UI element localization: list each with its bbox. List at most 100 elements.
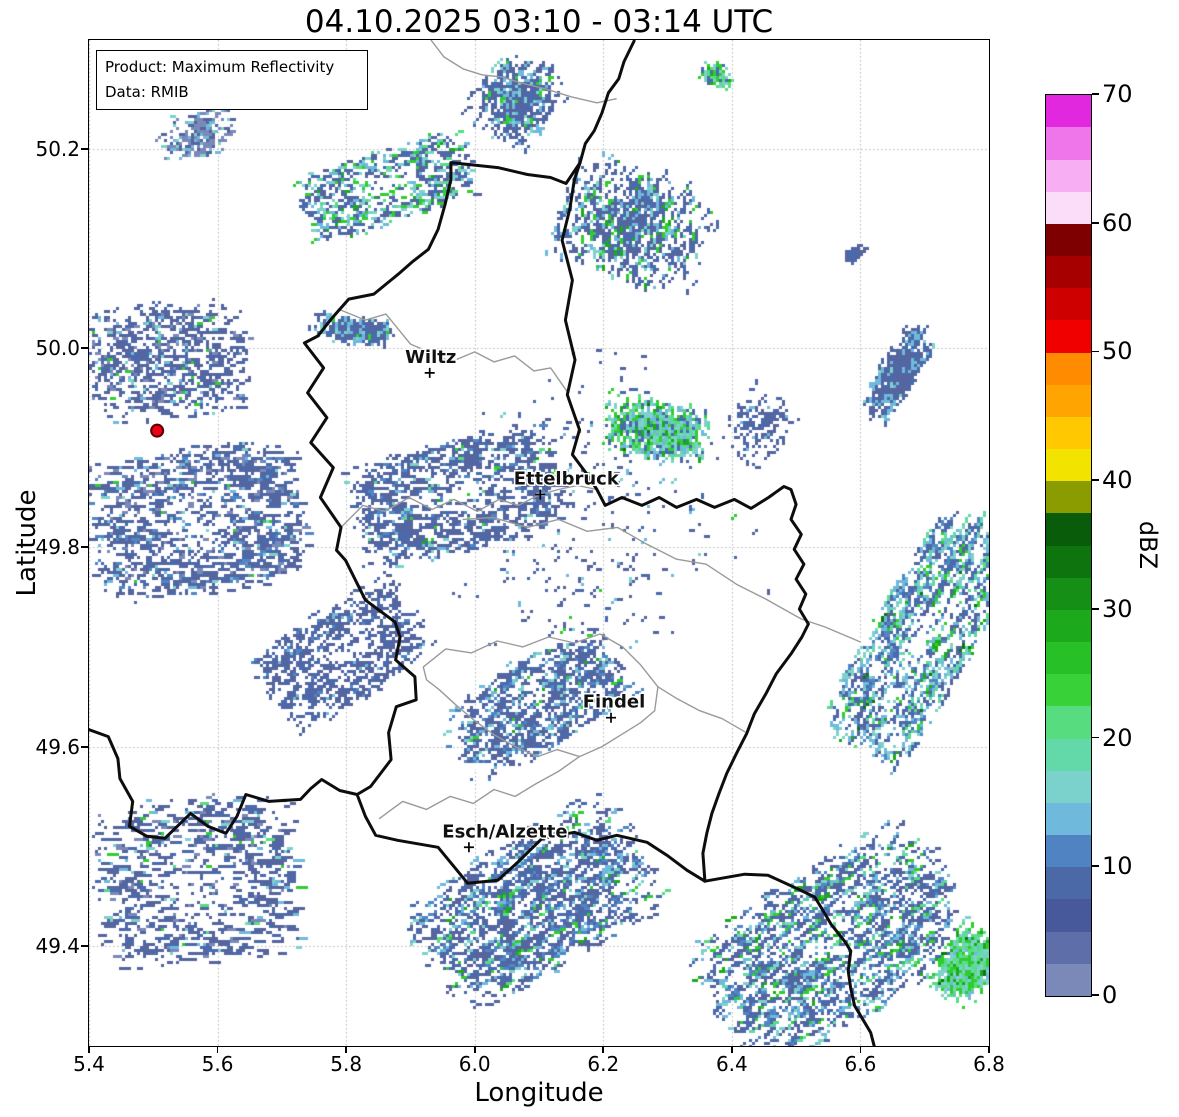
- national-border: [578, 40, 636, 165]
- colorbar-segment: [1046, 223, 1091, 257]
- x-tick-mark: [730, 1046, 733, 1053]
- colorbar-tick-mark: [1092, 994, 1099, 996]
- x-tick-label: 6.4: [715, 1052, 748, 1076]
- colorbar-tick-label: 20: [1102, 723, 1133, 752]
- colorbar-tick-mark: [1092, 736, 1099, 739]
- colorbar-segment: [1046, 545, 1091, 578]
- y-tick-label: 49.6: [35, 734, 80, 759]
- x-tick-label: 6.8: [973, 1052, 1005, 1076]
- y-tick-label: 50.2: [35, 136, 80, 161]
- colorbar-segment: [1046, 706, 1091, 739]
- colorbar-segment: [1046, 770, 1091, 803]
- y-tick-mark: [81, 546, 88, 549]
- y-tick-label: 49.4: [35, 933, 80, 958]
- y-tick-label: 50.0: [35, 335, 80, 360]
- district-border: [378, 755, 581, 820]
- city-label: Esch/Alzette: [442, 821, 567, 842]
- x-tick-mark: [216, 1046, 219, 1053]
- x-tick-mark: [345, 1046, 348, 1053]
- x-tick-mark: [988, 1046, 990, 1053]
- city-marker: [606, 712, 616, 723]
- district-border: [462, 516, 862, 643]
- info-box-source: Data: RMIB: [105, 83, 189, 101]
- colorbar-segment: [1046, 899, 1091, 932]
- info-box: Product: Maximum Reflectivity Data: RMIB: [96, 50, 368, 110]
- x-tick-mark: [859, 1046, 862, 1053]
- national-border: [703, 872, 876, 1046]
- y-tick-label: 49.8: [35, 535, 80, 560]
- national-border: [302, 161, 810, 885]
- colorbar-segment: [1046, 481, 1091, 514]
- colorbar-segment: [1046, 191, 1091, 224]
- colorbar-tick-label: 50: [1102, 337, 1133, 366]
- precipitation-canvas: [89, 40, 989, 1046]
- colorbar-tick-mark: [1092, 607, 1099, 610]
- x-tick-mark: [602, 1046, 605, 1053]
- info-box-product: Product: Maximum Reflectivity: [105, 58, 335, 76]
- figure-title: 04.10.2025 03:10 - 03:14 UTC: [304, 4, 774, 40]
- colorbar-segment: [1046, 577, 1091, 610]
- colorbar-segment: [1046, 802, 1091, 836]
- colorbar-segment: [1046, 835, 1091, 868]
- colorbar-segment: [1046, 127, 1091, 160]
- district-border: [430, 40, 617, 104]
- colorbar-tick-mark: [1092, 350, 1099, 353]
- district-border: [422, 633, 659, 758]
- colorbar-tick-label: 60: [1102, 208, 1133, 237]
- colorbar-segment: [1046, 416, 1091, 450]
- colorbar-segment: [1046, 159, 1091, 192]
- colorbar-tick-label: 0: [1102, 981, 1118, 1009]
- y-tick-mark: [81, 745, 88, 748]
- x-tick-label: 5.8: [330, 1052, 363, 1076]
- colorbar-unit-label: dBZ: [1134, 520, 1162, 570]
- colorbar-segment: [1046, 320, 1091, 353]
- x-tick-label: 5.6: [201, 1052, 234, 1076]
- colorbar-tick-label: 30: [1102, 594, 1133, 623]
- colorbar-segment: [1046, 738, 1091, 771]
- y-axis-label: Latitude: [12, 489, 42, 597]
- radar-site-marker: [150, 423, 165, 438]
- colorbar-tick-label: 70: [1102, 80, 1133, 108]
- city-label: Findel: [583, 692, 646, 713]
- colorbar-segment: [1046, 642, 1091, 675]
- city-label: Ettelbruck: [514, 468, 620, 489]
- district-border: [657, 686, 746, 733]
- y-tick-mark: [81, 945, 88, 947]
- colorbar-segment: [1046, 609, 1091, 643]
- district-border: [337, 308, 568, 393]
- colorbar-tick-mark: [1092, 865, 1099, 868]
- colorbar-tick-label: 10: [1102, 852, 1133, 881]
- national-border: [89, 728, 359, 840]
- x-axis-label: Longitude: [474, 1078, 604, 1108]
- district-border: [340, 484, 598, 529]
- colorbar-tick-mark: [1092, 221, 1099, 224]
- city-label: Wiltz: [405, 347, 456, 368]
- city-marker: [463, 842, 474, 853]
- x-tick-mark: [473, 1046, 476, 1053]
- colorbar-segment: [1046, 384, 1091, 417]
- x-tick-label: 5.4: [73, 1052, 105, 1076]
- map-overlay: Wiltz Ettelbruck Findel Esch/Alzette: [89, 40, 876, 1046]
- colorbar-segment: [1046, 931, 1091, 964]
- y-tick-mark: [81, 347, 88, 349]
- colorbar-segment: [1046, 288, 1091, 321]
- colorbar-segment: [1046, 867, 1091, 900]
- colorbar-tick-mark: [1092, 93, 1099, 95]
- colorbar-segment: [1046, 352, 1091, 385]
- colorbar-segment: [1046, 449, 1091, 482]
- x-tick-label: 6.0: [458, 1052, 491, 1076]
- colorbar: [1045, 94, 1092, 997]
- colorbar-segment: [1046, 963, 1091, 996]
- colorbar-segment: [1046, 95, 1091, 128]
- city-marker: [424, 367, 435, 378]
- x-tick-label: 6.6: [844, 1052, 877, 1076]
- x-tick-mark: [88, 1046, 90, 1053]
- colorbar-tick-mark: [1092, 479, 1099, 482]
- colorbar-segment: [1046, 256, 1091, 289]
- y-tick-mark: [81, 147, 88, 150]
- colorbar-segment: [1046, 513, 1091, 546]
- x-tick-label: 6.2: [587, 1052, 620, 1076]
- colorbar-tick-label: 40: [1102, 466, 1133, 495]
- city-marker: [535, 489, 546, 500]
